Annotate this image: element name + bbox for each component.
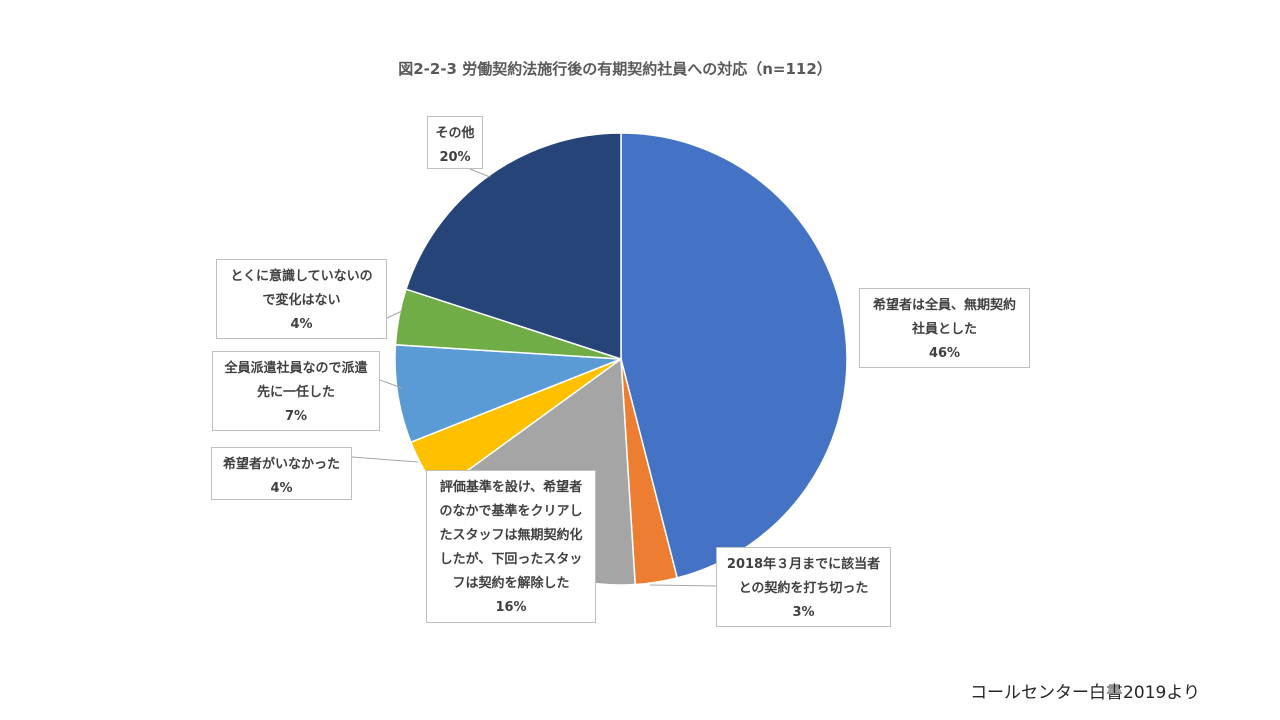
data-label-text: 先に一任した [256, 385, 335, 400]
data-label: 全員派遣社員なので派遣 先に一任した 7% [212, 351, 380, 431]
data-label-percent: 16% [495, 600, 527, 615]
data-label-text: 希望者は全員、無期契約 [872, 298, 1016, 313]
data-label-text: 全員派遣社員なので派遣 [224, 361, 368, 376]
leader-line [386, 310, 403, 319]
data-label-text: とくに意識していないの [230, 269, 373, 284]
data-label-percent: 4% [290, 317, 313, 332]
pie-slice [620, 132, 848, 579]
data-label-text: 2018年３月までに該当者 [726, 557, 881, 572]
data-label-text: 評価基準を設け、希望者 [439, 480, 583, 495]
chart-title: 図2-2-3 労働契約法施行後の有期契約社員への対応（n=112） [398, 60, 832, 78]
data-label-percent: 3% [792, 605, 815, 620]
data-label: 評価基準を設け、希望者 のなかで基準をクリアし たスタッフは無期契約化 したが、下回っ… [426, 470, 596, 623]
source-note: コールセンター白書2019より [970, 683, 1200, 703]
leader-line [351, 456, 419, 463]
data-label-text: たスタッフは無期契約化 [439, 528, 583, 543]
data-label: 希望者がいなかった 4% [211, 447, 352, 500]
data-label-percent: 4% [270, 481, 293, 496]
data-label-text: 希望者がいなかった [222, 457, 340, 472]
data-label: 希望者は全員、無期契約 社員とした 46% [859, 288, 1030, 368]
data-label-text: その他 [435, 126, 475, 141]
data-label-percent: 7% [284, 409, 308, 424]
data-label-text: したが、下回ったスタッ [439, 552, 583, 567]
data-label: 2018年３月までに該当者 との契約を打ち切った 3% [716, 547, 891, 627]
data-label-percent: 20% [439, 150, 471, 165]
data-label-text: 社員とした [911, 322, 977, 337]
data-label-text: で変化はない [262, 293, 341, 308]
data-label: とくに意識していないの で変化はない 4% [216, 259, 387, 339]
data-label-text: のなかで基準をクリアし [439, 504, 583, 519]
data-label-text: フは契約を解除した [452, 576, 570, 591]
leader-line [469, 168, 491, 178]
leader-line [649, 584, 717, 587]
data-label: その他 20% [427, 116, 483, 169]
data-label-percent: 46% [928, 346, 961, 361]
leader-line [379, 379, 403, 389]
data-label-text: との契約を打ち切った [738, 581, 869, 596]
